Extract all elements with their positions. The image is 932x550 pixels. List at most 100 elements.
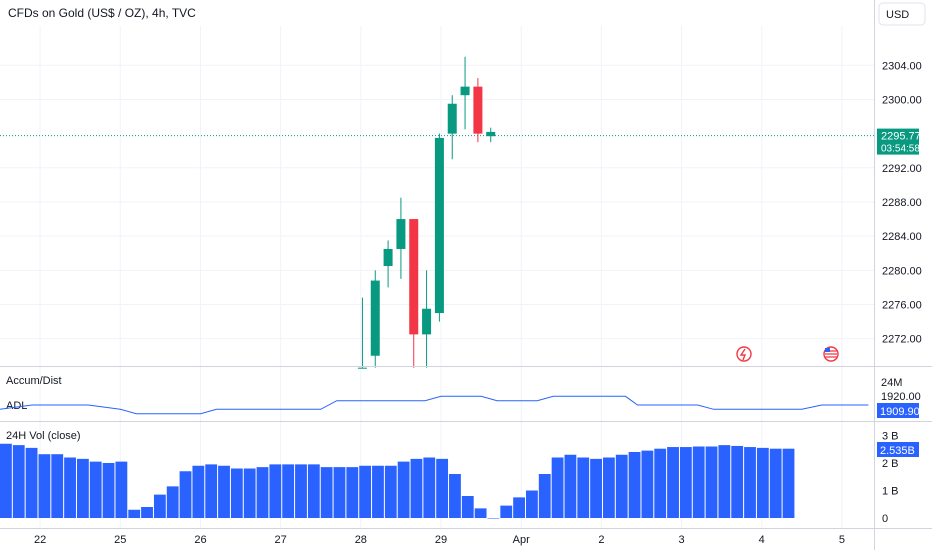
volume-bar [372,465,384,518]
volume-bar [474,508,487,518]
volume-bar [577,457,590,518]
volume-bar [282,464,295,518]
volume-bar [76,458,89,518]
earnings-flash-icon[interactable] [736,346,752,362]
volume-bar [692,446,705,518]
price-tick-label: 2284.00 [882,231,922,243]
volume-bar [102,463,115,518]
volume-bar [628,452,641,518]
volume-bar [667,447,679,518]
volume-bar [12,445,25,518]
candle [409,219,419,368]
adl-series [0,395,869,415]
candle [460,56,470,130]
price-tick-label: 2276.00 [882,299,922,311]
volume-bar [128,509,141,518]
volume-bar [436,458,449,518]
volume-bar [590,458,602,518]
last-price-countdown: 03:54:58 [881,144,920,155]
candle [473,78,483,143]
candle-body [486,131,496,137]
candle [383,240,393,288]
volume-bar [449,474,461,518]
adl-axis-label: 24M [881,377,902,389]
volume-bar [218,465,230,518]
candle-body [396,219,406,249]
volume-bar [756,447,769,518]
candle-body [460,86,470,96]
volume-bar [679,447,692,518]
volume-bar [487,518,500,519]
price-tick-label: 2288.00 [882,197,922,209]
time-tick-label: 5 [839,534,845,546]
volume-bar [25,447,38,518]
volume-bar [269,464,282,518]
price-tick-label: 2304.00 [882,60,922,72]
time-tick-label: 22 [34,534,46,546]
price-tick-label: 2272.00 [882,334,922,346]
volume-bar [166,486,179,518]
candle [396,197,406,279]
volume-bar [115,461,128,518]
volume-bar [243,468,256,518]
volume-bar [564,454,577,518]
volume-bar [359,465,372,518]
adl-last-value-badge: 1909.90 [877,403,920,418]
candle-body [357,367,367,369]
volume-bar [718,445,731,518]
volume-bar [782,448,795,518]
volume-bar [500,505,513,518]
price-tick-label: 2300.00 [882,94,922,106]
price-axis[interactable]: 2304.00 2300.00 2292.00 2288.00 2284.00 2280.… [882,60,922,345]
time-tick-label: 29 [435,534,447,546]
currency-button-label: USD [886,9,909,21]
volume-bar [141,507,153,518]
chart-title: CFDs on Gold (US$ / OZ), 4h, TVC [8,6,196,20]
candle [422,270,432,368]
candle-body [473,86,483,134]
volume-bar [346,467,359,518]
candle-body [370,280,380,356]
adl-legend: ADL [6,400,27,412]
us-flag-icon[interactable] [823,346,839,362]
volume-bar [538,474,551,518]
volume-bar [307,464,320,518]
volume-bar [654,448,667,518]
volume-tick-label: 3 B [882,431,899,443]
volume-bar [256,467,269,518]
volume-bar [513,497,526,518]
volume-bar [705,446,718,518]
volume-bar [551,457,564,518]
candle-body [409,219,419,335]
adl-line [0,395,869,415]
candle [357,297,367,369]
candle [486,127,496,143]
price-tick-label: 2280.00 [882,265,922,277]
volume-bar [64,457,76,518]
candle-body [422,308,432,335]
volume-bar [230,468,243,518]
time-tick-label: 27 [275,534,287,546]
time-tick-label: 4 [759,534,765,546]
price-candles [357,56,496,369]
time-tick-label: 28 [355,534,367,546]
volume-bar [89,461,102,518]
volume-bar [295,464,307,518]
candle [434,133,444,322]
volume-bar [384,465,397,518]
time-axis[interactable]: 22 25 26 27 28 29 Apr 2 3 4 5 [34,534,845,546]
candle-body [434,137,444,314]
volume-bar [205,464,218,518]
price-tick-label: 2292.00 [882,163,922,175]
volume-bars [0,443,795,519]
last-price-value: 2295.77 [881,131,921,143]
volume-bar [153,494,166,518]
time-tick-label: 26 [194,534,206,546]
volume-axis: 3 B 2 B 1 B 0 [882,431,899,526]
time-tick-label: Apr [513,534,530,546]
currency-button[interactable]: USD [878,2,926,26]
candle-body [383,248,393,267]
volume-bar [410,458,423,518]
